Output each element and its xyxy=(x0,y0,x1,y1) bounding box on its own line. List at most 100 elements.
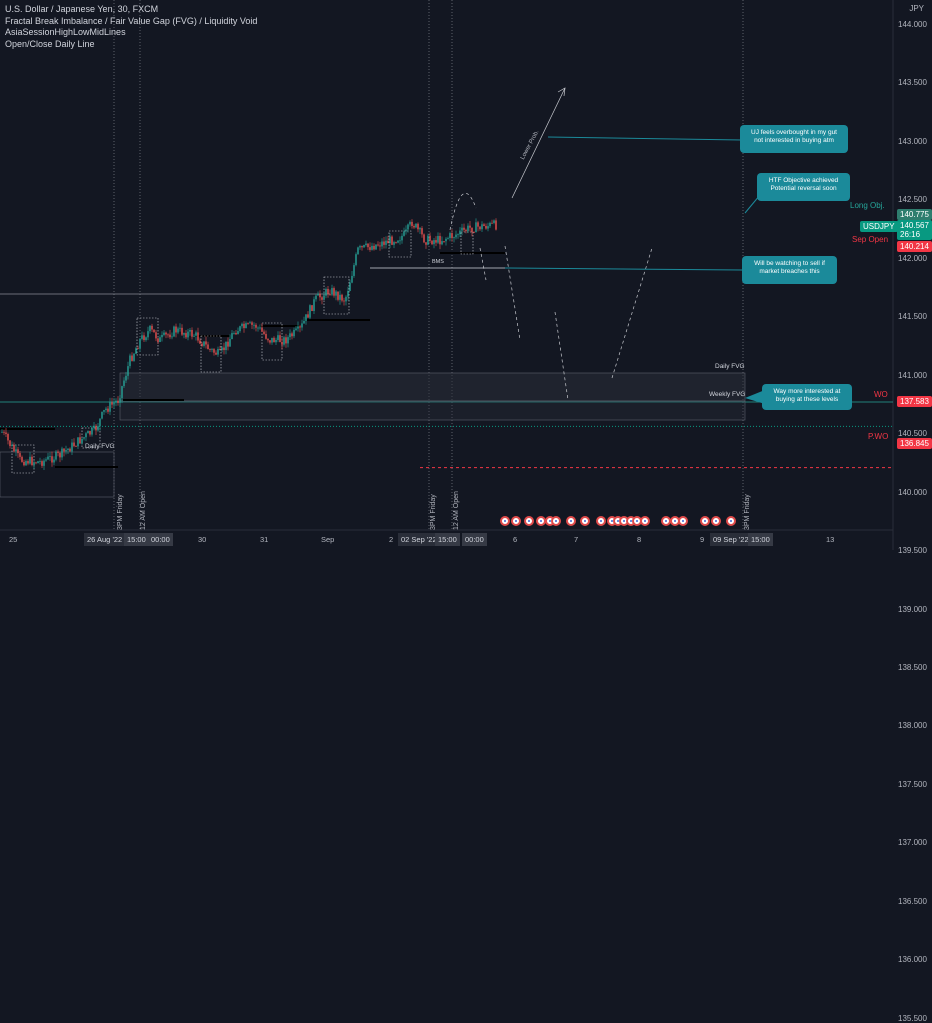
projection-path xyxy=(504,245,521,341)
indicator-fvg[interactable]: Fractal Break Imbalance / Fair Value Gap… xyxy=(5,15,258,26)
economic-event-icon[interactable] xyxy=(678,516,688,526)
candle-body xyxy=(45,459,47,461)
indicator-asia-session[interactable]: AsiaSessionHighLowMidLines xyxy=(5,27,126,37)
candle-body xyxy=(245,323,247,329)
candle-body xyxy=(143,335,145,341)
candle-body xyxy=(355,254,357,266)
candle-body xyxy=(43,460,45,466)
candle-body xyxy=(381,241,383,247)
candle-body xyxy=(327,288,329,294)
candle-body xyxy=(97,426,99,431)
candle-body xyxy=(227,341,229,347)
candle-body xyxy=(67,448,69,451)
candle-body xyxy=(17,449,19,454)
economic-event-icon[interactable] xyxy=(711,516,721,526)
chart-legend: U.S. Dollar / Japanese Yen, 30, FXCM Fra… xyxy=(5,4,257,50)
callout-htf-objective[interactable]: HTF Objective achieved Potential reversa… xyxy=(757,173,850,201)
candle-body xyxy=(317,293,319,296)
candle-body xyxy=(131,355,133,361)
candle-body xyxy=(265,333,267,339)
candle-body xyxy=(209,349,211,350)
candle-body xyxy=(437,235,439,243)
candle-body xyxy=(215,352,217,355)
economic-event-icon[interactable] xyxy=(500,516,510,526)
indicator-daily-line[interactable]: Open/Close Daily Line xyxy=(5,38,95,49)
price-chart-canvas[interactable] xyxy=(0,0,932,550)
candle-body xyxy=(425,242,427,245)
economic-event-icon[interactable] xyxy=(566,516,576,526)
time-label: 8 xyxy=(637,535,642,544)
economic-event-icon[interactable] xyxy=(640,516,650,526)
economic-event-icon[interactable] xyxy=(551,516,561,526)
asia-session-box xyxy=(136,317,159,356)
candle-body xyxy=(345,296,347,302)
candle-body xyxy=(465,229,467,232)
economic-event-icon[interactable] xyxy=(596,516,606,526)
candle-body xyxy=(257,327,259,329)
candle-body xyxy=(459,230,461,235)
time-label: Sep xyxy=(321,535,335,544)
candle-body xyxy=(471,227,473,233)
price-tick-label: 140.000 xyxy=(898,487,927,497)
arrow-head xyxy=(557,87,566,97)
candle-body xyxy=(399,240,401,242)
candle-body xyxy=(383,241,385,245)
time-badge: 15:00 xyxy=(124,533,149,546)
candle-body xyxy=(435,240,437,243)
symbol-title[interactable]: U.S. Dollar / Japanese Yen, 30, FXCM xyxy=(5,4,159,14)
candle-body xyxy=(357,247,359,255)
candle-body xyxy=(135,348,137,354)
candle-body xyxy=(105,408,107,411)
candle-body xyxy=(451,233,453,239)
candle-body xyxy=(233,332,235,334)
candle-body xyxy=(195,332,197,336)
candle-body xyxy=(291,333,293,337)
callout-watch-sell[interactable]: Will be watching to sell if market breac… xyxy=(742,256,837,284)
economic-event-icon[interactable] xyxy=(511,516,521,526)
session-marker-4: 12 AM Open xyxy=(453,491,460,530)
candle-body xyxy=(353,265,355,276)
candle-body xyxy=(49,456,51,458)
candle-body xyxy=(191,329,193,337)
candle-body xyxy=(25,461,27,466)
price-tick-label: 136.500 xyxy=(898,896,927,906)
candle-body xyxy=(409,221,411,225)
candle-body xyxy=(379,245,381,247)
candle-body xyxy=(431,240,433,245)
candle-body xyxy=(333,288,335,296)
candle-body xyxy=(193,335,195,337)
candle-body xyxy=(181,327,183,335)
callout-buy-levels[interactable]: Way more interested at buying at these l… xyxy=(762,384,852,410)
candle-body xyxy=(223,347,225,351)
candle-body xyxy=(421,228,423,235)
asia-session-box xyxy=(11,444,35,474)
candle-body xyxy=(225,341,227,351)
economic-event-icon[interactable] xyxy=(524,516,534,526)
candle-body xyxy=(489,222,491,227)
candle-body xyxy=(419,228,421,230)
candle-body xyxy=(173,326,175,337)
candle-body xyxy=(41,461,43,466)
candle-body xyxy=(161,334,163,338)
candle-body xyxy=(167,334,169,336)
candle-body xyxy=(445,238,447,242)
candle-body xyxy=(111,402,113,405)
economic-event-icon[interactable] xyxy=(700,516,710,526)
candle-body xyxy=(473,232,475,233)
candle-body xyxy=(369,247,371,250)
time-label: 7 xyxy=(574,535,579,544)
candle-body xyxy=(263,331,265,334)
weekly-fvg-label: Weekly FVG xyxy=(709,391,746,398)
daily-fvg-zone xyxy=(119,372,746,402)
callout-overbought[interactable]: UJ feels overbought in my gut not intere… xyxy=(740,125,848,153)
candle-body xyxy=(289,333,291,338)
economic-event-icon[interactable] xyxy=(580,516,590,526)
wo-price-tag: 137.583 xyxy=(897,396,932,407)
economic-event-icon[interactable] xyxy=(726,516,736,526)
candle-body xyxy=(11,444,13,447)
candle-body xyxy=(125,375,127,381)
candle-body xyxy=(189,329,191,332)
candle-body xyxy=(253,324,255,326)
candle-body xyxy=(343,300,345,302)
